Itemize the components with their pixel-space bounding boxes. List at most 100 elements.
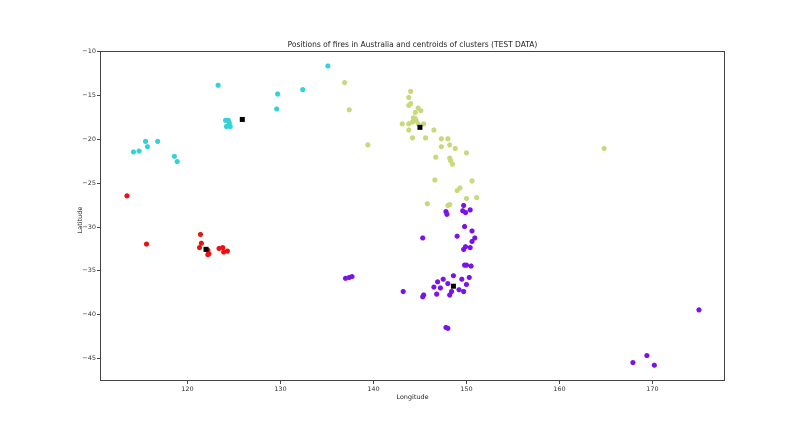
x-tick-label: 140 [367, 385, 380, 393]
data-point [463, 195, 470, 202]
data-point [459, 276, 465, 282]
data-point [438, 136, 444, 142]
data-point [215, 82, 221, 88]
data-point [463, 150, 470, 156]
data-point [447, 142, 453, 148]
data-point [365, 142, 371, 148]
data-point [406, 121, 412, 127]
x-tick-label: 150 [460, 385, 473, 393]
centroid-marker [450, 283, 456, 289]
centroid-marker [417, 124, 423, 130]
y-tick-mark [97, 314, 100, 316]
data-point [418, 108, 424, 114]
data-point [463, 281, 470, 288]
data-point [346, 107, 352, 113]
x-tick-mark [652, 381, 654, 384]
y-tick-label: −30 [82, 222, 96, 231]
y-tick-mark [97, 226, 100, 228]
data-point [171, 153, 178, 159]
data-point [325, 63, 331, 69]
data-point [456, 287, 462, 293]
data-point [462, 244, 469, 250]
data-point [696, 307, 702, 313]
data-point [399, 121, 405, 127]
data-point [275, 91, 281, 97]
cluster-purple-points [342, 202, 702, 368]
y-tick-mark [97, 270, 100, 272]
data-point [420, 235, 426, 241]
data-point [408, 88, 414, 94]
data-point [421, 292, 427, 298]
data-point [431, 127, 437, 133]
data-point [461, 202, 467, 209]
data-point [432, 177, 438, 183]
data-point [422, 135, 429, 141]
x-tick-label: 170 [646, 385, 659, 393]
y-tick-mark [97, 138, 100, 140]
data-point [449, 161, 456, 167]
data-point [463, 262, 470, 268]
data-point [406, 94, 412, 101]
x-tick-label: 130 [274, 385, 287, 393]
data-point [300, 87, 306, 93]
data-point [601, 145, 607, 152]
data-point [174, 158, 180, 165]
data-point [469, 228, 475, 234]
cluster-yellowgreen-points [342, 79, 607, 209]
data-point [630, 359, 636, 366]
data-point [136, 148, 142, 154]
data-point [220, 244, 226, 251]
data-point [225, 117, 231, 123]
y-tick-label: −10 [82, 47, 96, 55]
data-point [406, 102, 412, 109]
data-point [142, 138, 149, 144]
data-point [409, 135, 416, 141]
y-tick-mark [97, 94, 100, 96]
data-point [467, 207, 473, 213]
data-point [342, 79, 348, 86]
data-point [467, 244, 473, 251]
data-point [474, 194, 480, 201]
data-point [445, 136, 451, 142]
data-point [461, 288, 467, 295]
data-point [438, 144, 444, 150]
data-point [434, 291, 440, 297]
y-tick-mark [97, 182, 100, 184]
x-axis-label: Longitude [396, 393, 429, 401]
data-point [444, 211, 450, 217]
data-point [435, 279, 441, 285]
plot-area [100, 51, 725, 381]
data-point [349, 273, 355, 280]
data-point [223, 123, 230, 130]
data-point [472, 235, 478, 241]
data-point [452, 145, 458, 152]
data-point [144, 144, 151, 150]
data-point [433, 154, 439, 160]
data-point [469, 238, 475, 245]
data-point [468, 263, 474, 269]
centroid-markers [203, 116, 456, 289]
data-point [400, 288, 406, 295]
x-tick-mark [373, 381, 375, 384]
data-point [196, 244, 203, 251]
data-point [274, 106, 280, 112]
data-point [454, 187, 460, 194]
cluster-cyan-points [130, 63, 331, 165]
x-tick-mark [559, 381, 561, 384]
centroid-marker [203, 246, 209, 252]
data-point [406, 127, 412, 133]
y-tick-label: −40 [82, 310, 96, 319]
data-point [197, 231, 204, 238]
y-tick-mark [97, 358, 100, 360]
data-point [644, 352, 650, 359]
data-point [412, 109, 418, 116]
data-point [447, 201, 453, 208]
data-point [437, 285, 444, 291]
y-tick-mark [97, 51, 100, 52]
x-tick-mark [280, 381, 282, 384]
x-tick-label: 120 [181, 385, 194, 393]
data-point [224, 248, 231, 254]
data-point [205, 252, 211, 258]
y-tick-label: −20 [82, 134, 96, 143]
